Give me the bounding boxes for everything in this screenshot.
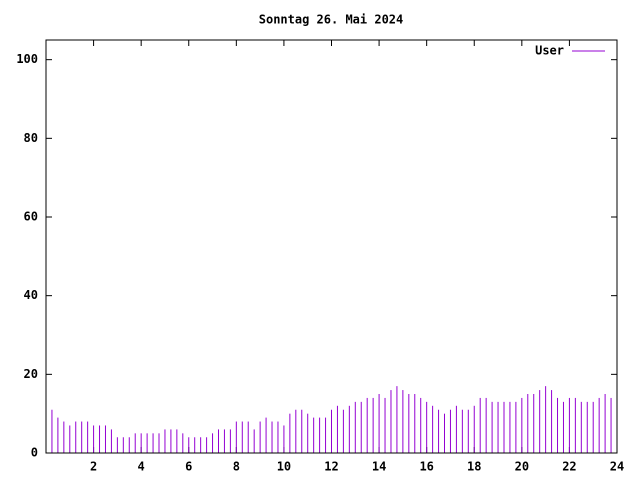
- y-tick-label: 0: [31, 446, 38, 460]
- y-tick-label: 40: [24, 288, 38, 302]
- x-tick-label: 16: [419, 460, 433, 474]
- y-tick-label: 100: [16, 52, 38, 66]
- x-tick-label: 8: [233, 460, 240, 474]
- x-tick-label: 4: [138, 460, 145, 474]
- x-tick-label: 20: [515, 460, 529, 474]
- x-tick-label: 2: [90, 460, 97, 474]
- x-tick-label: 10: [277, 460, 291, 474]
- x-tick-label: 22: [562, 460, 576, 474]
- y-tick-label: 20: [24, 367, 38, 381]
- y-tick-label: 60: [24, 210, 38, 224]
- x-tick-label: 12: [324, 460, 338, 474]
- x-tick-label: 18: [467, 460, 481, 474]
- chart-title: Sonntag 26. Mai 2024: [259, 13, 404, 27]
- x-tick-label: 6: [185, 460, 192, 474]
- y-tick-label: 80: [24, 131, 38, 145]
- plot-frame: [45, 39, 618, 454]
- legend-label: User: [535, 44, 564, 58]
- x-tick-label: 14: [372, 460, 386, 474]
- x-tick-label: 24: [610, 460, 624, 474]
